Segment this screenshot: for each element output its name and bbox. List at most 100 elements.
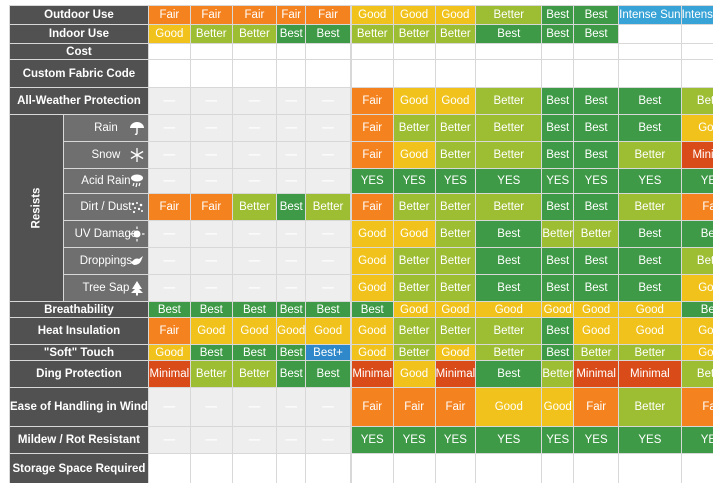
rating-cell: Better: [434, 141, 477, 169]
rating-cell: Fair: [350, 141, 394, 169]
rating-cell: —: [147, 220, 191, 248]
rating-cell: Best: [276, 24, 307, 44]
umbrella-icon: [129, 120, 145, 136]
row-label-text: Tree Sap: [82, 282, 130, 294]
row-label-uv-damage: UV Damage: [62, 220, 149, 248]
rating-cell: —: [147, 141, 191, 169]
rating-cell: Good: [541, 387, 575, 427]
rating-cell: Minimal: [618, 360, 682, 388]
rating-cell: YES: [475, 426, 543, 454]
rating-cell: Best: [541, 317, 575, 345]
rating-cell: Best: [189, 301, 233, 318]
rating-cell: $$: [147, 43, 191, 60]
rating-cell: smallest: [573, 453, 620, 483]
row-label-soft-touch: "Soft" Touch: [9, 344, 149, 361]
rating-cell: Good: [680, 114, 713, 142]
rating-cell: —: [276, 220, 307, 248]
rating-cell: Good: [350, 247, 394, 275]
rating-cell: Best: [189, 344, 233, 361]
rating-cell: large: [541, 453, 575, 483]
rating-cell: —: [189, 247, 233, 275]
rating-cell: —: [618, 24, 682, 44]
row-label-tree-sap: Tree Sap: [62, 274, 149, 302]
rating-cell: Best: [276, 344, 307, 361]
rating-cell: Best: [231, 344, 278, 361]
snowflake-icon: [129, 147, 145, 163]
rating-cell: $$$$: [276, 43, 307, 60]
rating-cell: Best: [541, 24, 575, 44]
rating-cell: medium: [305, 453, 351, 483]
rating-cell: Fair: [189, 5, 233, 25]
resists-group-label: Resists: [9, 114, 64, 302]
rating-cell: Fair: [392, 387, 436, 427]
sun-icon: [129, 226, 145, 242]
rating-cell: Good: [573, 301, 620, 318]
rating-cell: Minimal: [680, 141, 713, 169]
rating-cell: —: [231, 247, 278, 275]
rating-cell: Best: [541, 141, 575, 169]
rating-cell: —: [231, 220, 278, 248]
rating-cell: —: [305, 87, 351, 115]
rating-cell: YES: [573, 168, 620, 194]
rating-cell: —: [189, 114, 233, 142]
rating-cell: —: [680, 24, 713, 44]
rating-cell: Good: [434, 301, 477, 318]
bird-icon: [129, 253, 145, 269]
row-label-all-weather-protection: All-Weather Protection: [9, 87, 149, 115]
rating-cell: Better: [475, 317, 543, 345]
rating-cell: Good: [618, 301, 682, 318]
rating-cell: YES: [434, 426, 477, 454]
rating-cell: —: [147, 87, 191, 115]
rating-cell: Minimal: [147, 360, 191, 388]
rating-cell: Better: [434, 220, 477, 248]
table-row: Outdoor Use Fair Fair Fair Fair Fair Good Good G…: [9, 5, 713, 25]
rating-cell: Fair: [434, 387, 477, 427]
table-row: Dirt / Dust Fair Fair Better Best Better Fair B…: [10, 193, 713, 221]
rating-cell: Better: [475, 5, 543, 25]
rating-cell: —: [305, 387, 351, 427]
row-label-ding-protection: Ding Protection: [9, 360, 149, 388]
rating-cell: TT: [392, 59, 436, 88]
rating-cell: Good: [350, 317, 394, 345]
rating-cell: Good: [147, 344, 191, 361]
row-label-text: Rain: [94, 122, 118, 134]
row-label-droppings: Droppings: [62, 247, 149, 275]
rating-cell: Better: [541, 360, 575, 388]
rating-cell: Good: [392, 141, 436, 169]
row-label-rain: Rain: [62, 114, 149, 142]
rating-cell: Best: [618, 87, 682, 115]
rating-cell: Best: [276, 360, 307, 388]
rating-cell: —: [147, 168, 191, 194]
row-label-text: Snow: [91, 149, 121, 161]
rating-cell: —: [305, 220, 351, 248]
row-label-snow: Snow: [62, 141, 149, 169]
rating-cell: Better: [392, 193, 436, 221]
rating-cell: Better: [434, 274, 477, 302]
rating-cell: YES: [573, 426, 620, 454]
rating-cell: Fair: [305, 5, 351, 25]
rating-cell: —: [276, 168, 307, 194]
rating-cell: —: [231, 168, 278, 194]
rating-cell: large: [475, 453, 543, 483]
rating-cell: Better: [392, 24, 436, 44]
row-label-ease-of-handling-in-wind: Ease of Handling in Wind: [9, 387, 149, 427]
rating-cell: Best: [618, 220, 682, 248]
rating-cell: Best: [573, 114, 620, 142]
rating-cell: Fair: [680, 193, 713, 221]
rating-cell: PD: [147, 59, 191, 88]
rating-cell: Best: [618, 247, 682, 275]
table-row: UV Damage — — — — — Good Good Better Best Better Be…: [10, 220, 713, 248]
rating-cell: YES: [680, 168, 713, 194]
rating-cell: Good: [350, 274, 394, 302]
rating-cell: medium: [680, 453, 713, 483]
rating-cell: $$$$$: [305, 43, 351, 60]
rating-cell: YES: [541, 168, 575, 194]
rating-cell: Best: [475, 274, 543, 302]
rating-cell: —: [305, 426, 351, 454]
table-row: Custom Fabric Code PD TF Fx 3 clrs TS Fx 6 cl…: [9, 59, 713, 88]
rating-cell: $$$$: [231, 43, 278, 60]
rating-cell: Best: [475, 24, 543, 44]
rating-cell: Best: [147, 301, 191, 318]
rating-cell: Fair: [573, 387, 620, 427]
rating-cell: Better: [618, 193, 682, 221]
